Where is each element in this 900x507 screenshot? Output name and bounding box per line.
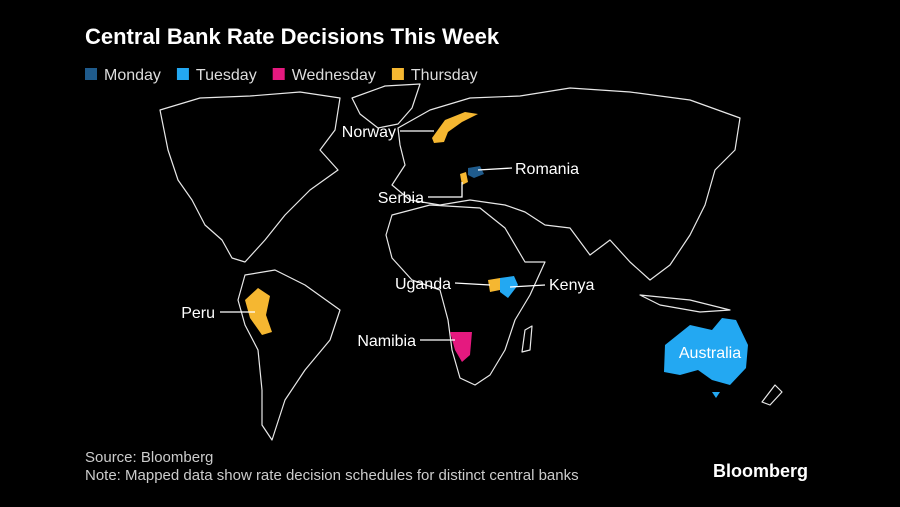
- legend-label: Wednesday: [292, 67, 376, 84]
- eurasia: [391, 87, 741, 281]
- labels: Norway Romania Serbia Uganda Kenya Peru …: [181, 124, 741, 362]
- country-label: Kenya: [549, 277, 594, 294]
- leaders: [220, 130, 546, 341]
- leader-line: [477, 167, 513, 171]
- madagascar: [521, 325, 533, 353]
- country-shape: [460, 172, 468, 185]
- country-label: Norway: [342, 124, 396, 141]
- country-shape: [432, 112, 478, 143]
- logo: Bloomberg: [713, 461, 808, 481]
- country-shape: [450, 332, 472, 362]
- legend-swatch: [176, 68, 189, 80]
- title: Central Bank Rate Decisions This Week: [85, 24, 500, 49]
- country-shape: [468, 166, 484, 178]
- country-label: Australia: [679, 345, 741, 362]
- legend-label: Tuesday: [196, 67, 257, 84]
- country-label: Serbia: [378, 190, 424, 207]
- note: Note: Mapped data show rate decision sch…: [85, 467, 579, 484]
- country-label: Romania: [515, 161, 579, 178]
- leader-line: [428, 182, 463, 198]
- country-shape: [245, 288, 272, 335]
- leader-line: [454, 282, 491, 286]
- country-label: Uganda: [395, 276, 451, 293]
- legend-swatch: [272, 68, 285, 80]
- africa: [385, 204, 546, 386]
- legend-swatch: [85, 68, 97, 80]
- country-shape: [500, 276, 518, 298]
- indonesia: [639, 294, 731, 313]
- country-shape: [664, 318, 748, 398]
- country-shape: [488, 278, 500, 292]
- highlighted-countries: [245, 112, 748, 398]
- country-label: Peru: [181, 305, 215, 322]
- greenland: [351, 83, 421, 129]
- country-label: Namibia: [357, 333, 416, 350]
- north-america: [159, 91, 341, 263]
- source: Source: Bloomberg: [85, 449, 213, 466]
- legend-swatch: [391, 68, 404, 80]
- new-zealand: [761, 384, 783, 406]
- legend-label: Monday: [104, 67, 161, 84]
- legend-label: Thursday: [411, 67, 478, 84]
- leader-line: [509, 284, 546, 288]
- legend: Monday Tuesday Wednesday Thursday: [85, 67, 478, 84]
